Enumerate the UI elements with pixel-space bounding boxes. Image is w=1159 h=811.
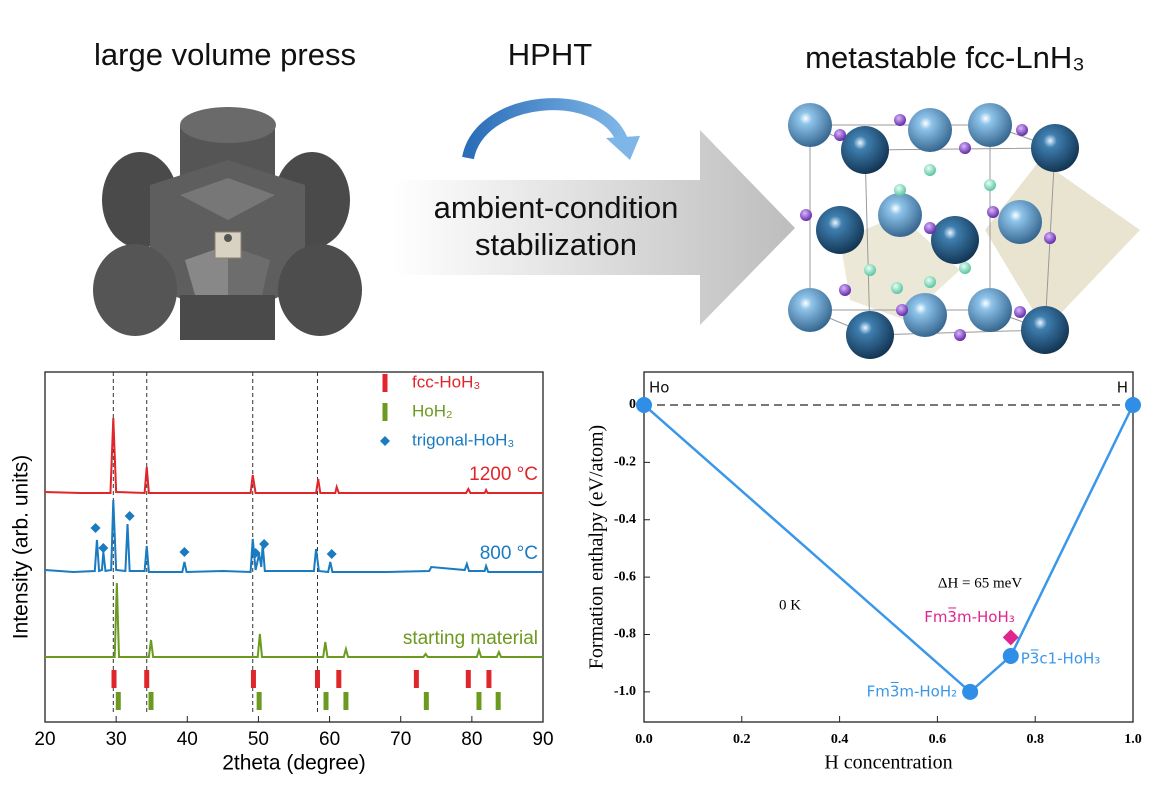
- data-line: [45, 582, 543, 658]
- process-arrow: [393, 130, 795, 325]
- x-tick-label: 70: [390, 729, 411, 750]
- x-tick-label: 0.8: [1026, 732, 1044, 747]
- data-line: [44, 499, 543, 574]
- reference-tick: [336, 670, 342, 688]
- reference-tick: [343, 692, 349, 710]
- diamond-marker: [98, 543, 109, 553]
- chart: 20 30 40 50 60 70 80 90 2theta (degree) Intensity…: [10, 371, 554, 775]
- x-tick-label: 30: [106, 729, 127, 750]
- series-label: 1200 °C: [469, 464, 538, 485]
- reference-tick: [256, 692, 262, 710]
- series-label: starting material: [403, 628, 538, 649]
- press-illustration: [93, 107, 362, 340]
- legend-label: HoH₂: [412, 401, 453, 420]
- point-label: P3̅c1-HoH₃: [1021, 649, 1101, 668]
- x-tick-label: 80: [461, 729, 482, 750]
- x-axis-label: 2theta (degree): [222, 752, 366, 775]
- x-tick-label: 90: [532, 729, 553, 750]
- diamond-marker: [259, 539, 270, 549]
- x-tick-label: 40: [177, 729, 198, 750]
- reference-tick: [465, 670, 471, 688]
- plot-frame: [44, 371, 544, 723]
- reference-tick: [486, 670, 492, 688]
- y-tick-label: -0.8: [614, 627, 636, 642]
- legend-label: trigonal-HoH₃: [412, 430, 514, 449]
- curved-arrow-head: [606, 136, 640, 160]
- reference-tick: [495, 692, 501, 710]
- x-tick-label: 0.4: [831, 732, 849, 747]
- plot-frame: [643, 371, 1134, 723]
- reference-tick: [323, 692, 329, 710]
- y-axis-label: Intensity (arb. units): [10, 455, 33, 639]
- diamond-marker: [326, 549, 337, 559]
- point-label: Ho: [649, 378, 669, 396]
- point-label: Fm3̅m-HoH₃: [924, 607, 1015, 626]
- diamond-marker: [179, 547, 190, 557]
- diamond-marker: [124, 511, 135, 521]
- x-tick-label: 0.0: [635, 732, 653, 747]
- reference-tick: [314, 670, 320, 688]
- data-line: [44, 417, 543, 495]
- legend-swatch: [382, 374, 388, 392]
- x-tick-label: 1.0: [1124, 732, 1142, 747]
- diamond-marker: [1002, 629, 1019, 646]
- annotation: ΔH = 65 meV: [938, 575, 1023, 591]
- x-tick-label: 60: [319, 729, 340, 750]
- y-tick-label: 0: [629, 397, 636, 412]
- reference-tick: [148, 692, 154, 710]
- arrow-label: stabilization: [475, 227, 637, 262]
- curved-arrow: [462, 98, 628, 160]
- reference-tick: [476, 692, 482, 710]
- charts: 20 30 40 50 60 70 80 90 2theta (degree) Intensity…: [10, 371, 1142, 775]
- data-point: [1002, 648, 1019, 665]
- reference-tick: [111, 670, 117, 688]
- y-tick-label: -0.6: [614, 569, 636, 584]
- x-axis-label: H concentration: [824, 752, 952, 774]
- reference-tick: [144, 670, 150, 688]
- y-tick-label: -1.0: [614, 684, 636, 699]
- legend-swatch: [382, 403, 388, 421]
- data-point: [962, 683, 979, 700]
- x-tick-label: 0.6: [929, 732, 947, 747]
- data-point: [1125, 396, 1141, 413]
- x-tick-label: 20: [34, 729, 55, 750]
- legend-swatch: [380, 436, 390, 446]
- hpht-title: HPHT: [508, 37, 592, 72]
- x-tick-label: 50: [248, 729, 269, 750]
- point-label: Fm3̅m-HoH₂: [867, 682, 958, 701]
- diamond-marker: [90, 523, 101, 533]
- series-label: 800 °C: [480, 543, 538, 564]
- legend-label: fcc-HoH₃: [412, 372, 480, 391]
- chart: 0.0 0.2 0.4 0.6 0.8 1.0 0 -0.2 -0.4 -0.6 -0.8 -1.0 H…: [586, 371, 1142, 774]
- reference-tick: [115, 692, 121, 710]
- reference-tick: [413, 670, 419, 688]
- press-title: large volume press: [94, 37, 356, 72]
- y-tick-label: -0.2: [614, 455, 636, 470]
- y-tick-label: -0.4: [614, 512, 636, 527]
- x-tick-label: 0.2: [733, 732, 751, 747]
- point-label: H: [1117, 378, 1128, 396]
- crystal-illustration: [788, 103, 1140, 359]
- data-point: [636, 396, 652, 413]
- data-line: [643, 404, 1135, 694]
- arrow-label: ambient-condition: [434, 190, 679, 225]
- diamond-marker: [250, 548, 261, 558]
- product-title: metastable fcc-LnH₃: [805, 40, 1085, 75]
- annotation: 0 K: [779, 597, 801, 613]
- reference-tick: [423, 692, 429, 710]
- y-axis-label: Formation enthalpy (eV/atom): [586, 425, 608, 669]
- reference-tick: [250, 670, 256, 688]
